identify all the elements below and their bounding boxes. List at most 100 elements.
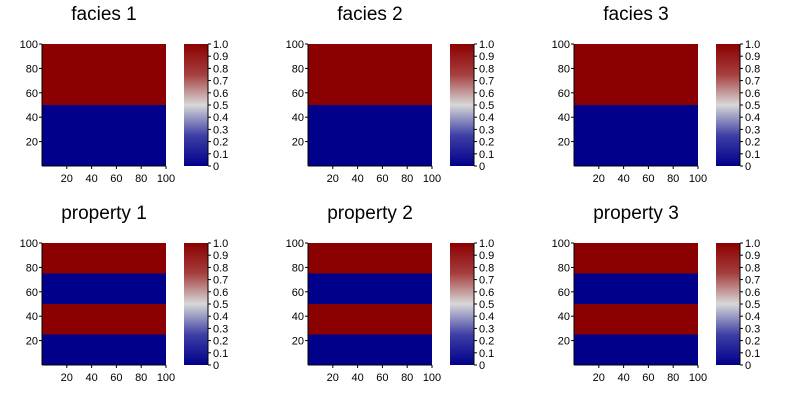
y-tick-label: 60: [292, 287, 304, 299]
panel-title: facies 1: [71, 4, 136, 25]
y-tick-label: 60: [26, 88, 38, 100]
x-tick-label: 40: [85, 372, 97, 384]
colorbar-tick-label: 0.7: [479, 76, 494, 88]
y-tick-label: 80: [26, 63, 38, 75]
x-tick-label: 40: [351, 372, 363, 384]
colorbar-tick-label: 0.9: [745, 250, 760, 262]
colorbar-tick-label: 0.6: [479, 287, 494, 299]
colorbar-tick-label: 0.8: [745, 63, 760, 75]
colorbar: [716, 44, 740, 166]
x-tick-label: 60: [376, 173, 388, 185]
y-tick-label: 80: [558, 63, 570, 75]
heatmap-band-1: [308, 105, 432, 166]
colorbar: [450, 44, 474, 166]
y-tick-label: 60: [292, 88, 304, 100]
heatmap-band-1: [308, 334, 432, 365]
x-tick-label: 20: [61, 372, 73, 384]
colorbar-tick-label: 1.0: [479, 39, 494, 51]
colorbar-tick-label: 0.7: [745, 76, 760, 88]
y-tick-label: 40: [292, 311, 304, 323]
x-tick-label: 100: [423, 372, 441, 384]
y-tick-label: 40: [558, 311, 570, 323]
colorbar-tick-label: 0.2: [479, 137, 494, 149]
heatmap-band-4: [574, 243, 698, 274]
x-tick-label: 20: [593, 173, 605, 185]
heatmap-band-3: [574, 273, 698, 304]
colorbar-tick-label: 0: [745, 161, 751, 173]
colorbar-tick-label: 0.9: [213, 250, 228, 262]
y-tick-label: 80: [26, 262, 38, 274]
y-tick-label: 60: [26, 287, 38, 299]
colorbar-tick-label: 0.3: [213, 124, 228, 136]
colorbar-tick-label: 0.5: [745, 100, 760, 112]
x-tick-label: 20: [61, 173, 73, 185]
colorbar: [716, 243, 740, 365]
colorbar-tick-label: 0.7: [479, 275, 494, 287]
x-tick-label: 80: [667, 372, 679, 384]
colorbar-tick-label: 0.6: [745, 88, 760, 100]
y-tick-label: 20: [558, 336, 570, 348]
colorbar-tick-label: 0: [213, 161, 219, 173]
heatmap-band-4: [308, 243, 432, 274]
x-tick-label: 80: [401, 372, 413, 384]
heatmap-band-4: [42, 243, 166, 274]
colorbar-tick-label: 0: [479, 360, 485, 372]
y-tick-label: 100: [552, 39, 570, 51]
heatmap-band-2: [42, 44, 166, 105]
x-tick-label: 40: [617, 173, 629, 185]
colorbar-tick-label: 0.4: [479, 311, 494, 323]
heatmap-band-3: [308, 273, 432, 304]
colorbar-tick-label: 0.4: [745, 112, 760, 124]
heatmap-band-2: [574, 304, 698, 335]
colorbar-tick-label: 0.6: [213, 88, 228, 100]
panel-3: facies 3 20 40 60 80 100 20 40 60 80 100 00.10.20.3…: [552, 4, 761, 185]
y-tick-label: 20: [26, 336, 38, 348]
colorbar-tick-label: 0.6: [745, 287, 760, 299]
x-tick-label: 80: [401, 173, 413, 185]
x-tick-label: 100: [157, 173, 175, 185]
x-tick-label: 20: [327, 372, 339, 384]
colorbar-tick-label: 1.0: [745, 39, 760, 51]
panel-1: facies 1 20 40 60 80 100 20 40 60 80 100 00.10.20.3…: [20, 4, 229, 185]
x-tick-label: 100: [689, 173, 707, 185]
colorbar-tick-label: 0.1: [213, 348, 228, 360]
colorbar-tick-label: 1.0: [213, 39, 228, 51]
colorbar-tick-label: 0.3: [745, 124, 760, 136]
panel-title: facies 3: [603, 4, 668, 25]
heatmap-band-1: [574, 334, 698, 365]
panel-title: property 3: [593, 203, 679, 224]
x-tick-label: 80: [135, 173, 147, 185]
x-tick-label: 60: [110, 173, 122, 185]
x-tick-label: 60: [110, 372, 122, 384]
colorbar: [184, 243, 208, 365]
x-tick-label: 40: [85, 173, 97, 185]
y-tick-label: 40: [558, 112, 570, 124]
colorbar-tick-label: 0.3: [479, 124, 494, 136]
panel-title: facies 2: [337, 4, 402, 25]
colorbar-tick-label: 0.3: [479, 323, 494, 335]
y-tick-label: 100: [20, 39, 38, 51]
y-tick-label: 40: [26, 311, 38, 323]
panel-2: facies 2 20 40 60 80 100 20 40 60 80 100 00.10.20.3…: [286, 4, 495, 185]
colorbar-tick-label: 0.2: [213, 336, 228, 348]
x-tick-label: 20: [327, 173, 339, 185]
colorbar-tick-label: 0.7: [745, 275, 760, 287]
colorbar: [184, 44, 208, 166]
y-tick-label: 100: [552, 238, 570, 250]
y-tick-label: 80: [292, 262, 304, 274]
colorbar-tick-label: 0.4: [479, 112, 494, 124]
colorbar-tick-label: 0.2: [745, 336, 760, 348]
colorbar-tick-label: 0.1: [479, 149, 494, 161]
colorbar: [450, 243, 474, 365]
panel-title: property 2: [327, 203, 413, 224]
colorbar-tick-label: 0.1: [745, 149, 760, 161]
colorbar-tick-label: 0.8: [479, 63, 494, 75]
y-tick-label: 80: [558, 262, 570, 274]
colorbar-tick-label: 0.7: [213, 76, 228, 88]
colorbar-tick-label: 1.0: [745, 238, 760, 250]
colorbar-tick-label: 0.2: [479, 336, 494, 348]
y-tick-label: 20: [26, 137, 38, 149]
colorbar-tick-label: 0.4: [213, 311, 228, 323]
panel-title: property 1: [61, 203, 147, 224]
